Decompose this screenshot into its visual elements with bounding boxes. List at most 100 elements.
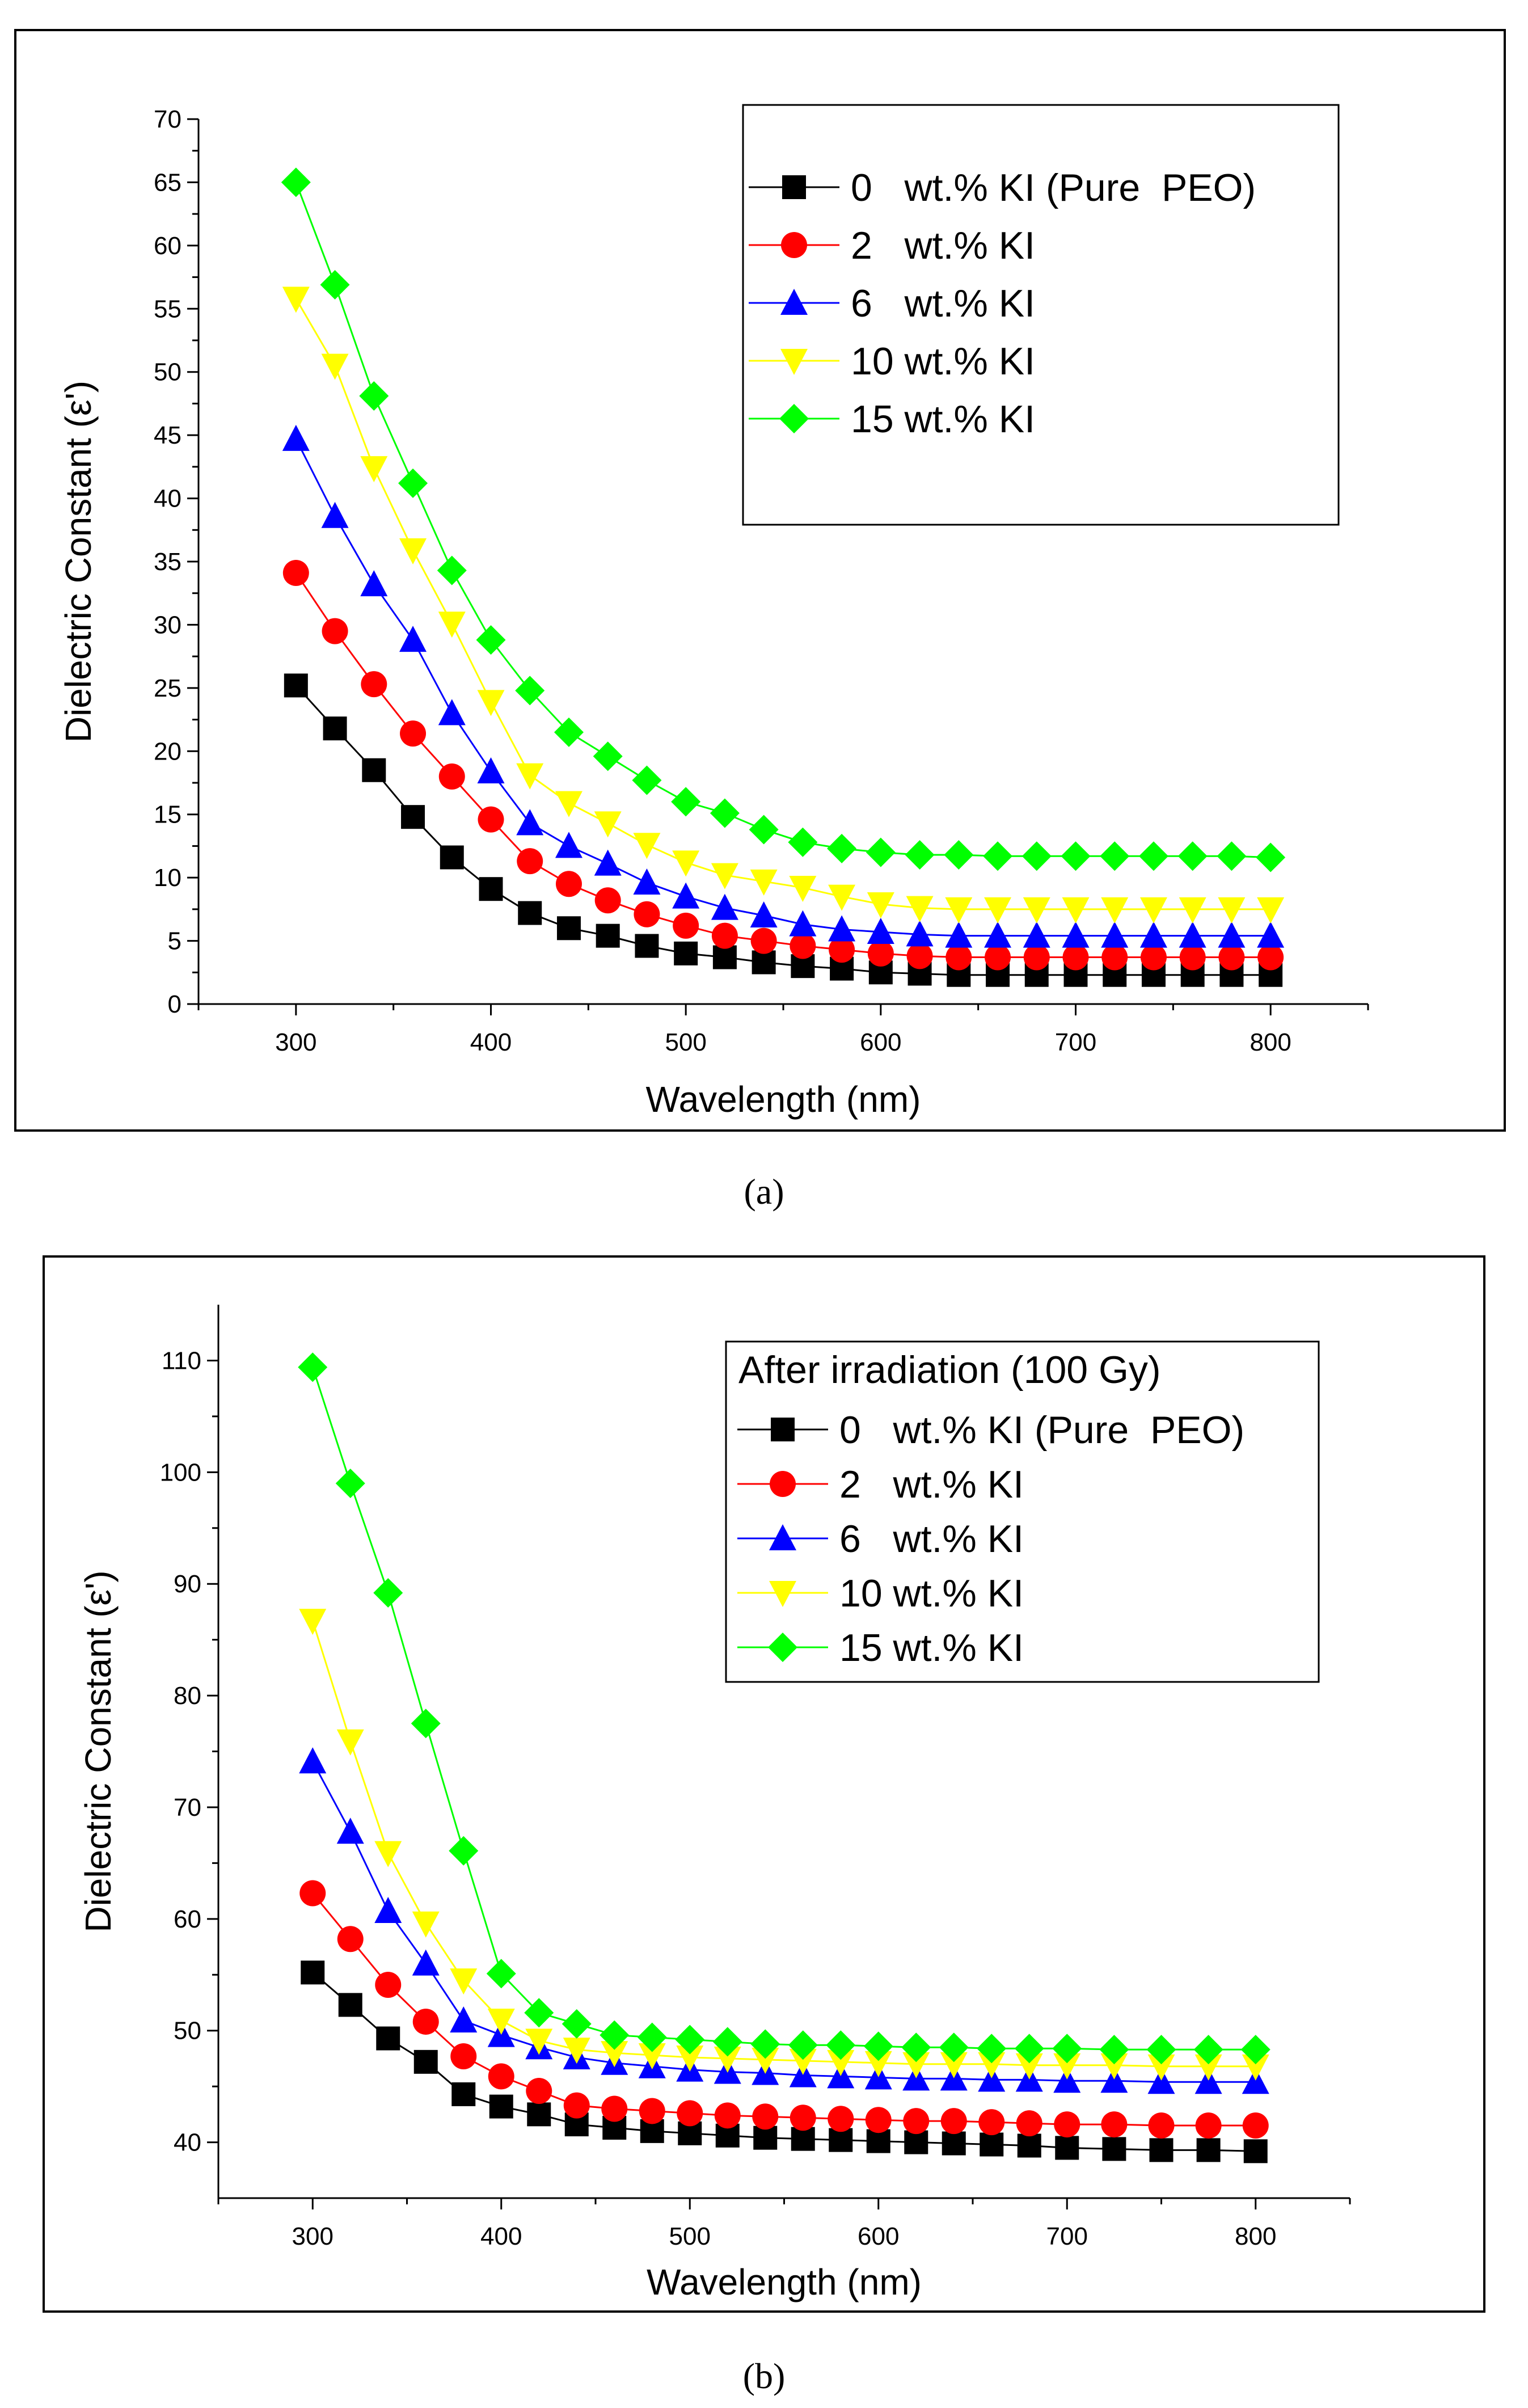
data-point-b-0: [1017, 2133, 1041, 2158]
data-point-b-1: [450, 2043, 477, 2069]
x-tick-label-a: 800: [1250, 1028, 1291, 1056]
y-tick-label-a: 65: [154, 168, 181, 196]
data-point-b-1: [1195, 2112, 1222, 2139]
legend-entry-b-4: 15 wt.% KI: [839, 1626, 1024, 1669]
data-point-b-4: [939, 2032, 969, 2063]
data-point-a-4: [1256, 842, 1286, 872]
data-point-a-1: [594, 887, 621, 914]
data-point-b-1: [337, 1926, 364, 1952]
data-point-b-3: [714, 2046, 741, 2073]
y-tick-label-b: 90: [174, 1570, 201, 1598]
data-point-a-3: [282, 286, 310, 313]
data-point-a-2: [1257, 921, 1285, 948]
data-point-b-1: [1016, 2110, 1042, 2137]
legend-entry-a-4: 15 wt.% KI: [851, 398, 1035, 441]
series-line-b-3: [311, 1620, 1256, 2068]
data-point-a-1: [1062, 944, 1089, 971]
data-point-a-0: [284, 673, 308, 698]
data-point-b-2: [450, 2006, 478, 2032]
data-point-a-2: [1023, 921, 1050, 948]
data-point-a-1: [400, 720, 427, 747]
chart-a-plot: 0 5 10 15 20 25 30 35 40 45 50 55 60 65 70 300 400 500 600…: [58, 104, 1369, 1120]
data-point-a-4: [554, 717, 584, 747]
data-point-b-0: [1102, 2137, 1126, 2161]
data-point-a-3: [1179, 897, 1206, 923]
y-tick-label-a: 60: [154, 232, 181, 260]
data-point-a-2: [438, 699, 466, 726]
data-point-b-4: [1014, 2034, 1044, 2064]
data-point-a-1: [1101, 944, 1128, 971]
data-point-b-2: [374, 1897, 402, 1924]
data-point-a-0: [479, 877, 503, 901]
data-point-a-2: [672, 882, 700, 909]
data-point-b-3: [336, 1729, 364, 1756]
data-point-a-4: [1061, 841, 1091, 871]
panel-a: 0 5 10 15 20 25 30 35 40 45 50 55 60 65 70 300 400 500 600…: [14, 29, 1506, 1212]
data-point-a-4: [281, 167, 311, 197]
data-point-b-1: [639, 2098, 665, 2124]
y-tick-label-a: 70: [154, 106, 181, 133]
data-point-b-1: [714, 2102, 741, 2129]
legend-entry-a-0: 0 wt.% KI (Pure PEO): [851, 166, 1256, 209]
data-point-b-0: [980, 2132, 1004, 2157]
data-point-a-2: [1062, 921, 1090, 948]
data-point-b-3: [940, 2052, 968, 2078]
data-point-a-3: [789, 875, 817, 902]
data-point-b-4: [1099, 2035, 1129, 2065]
data-point-a-1: [634, 901, 660, 927]
data-point-b-4: [1193, 2035, 1223, 2065]
data-point-b-0: [904, 2130, 928, 2154]
y-tick-label-b: 50: [174, 2017, 201, 2045]
data-point-b-1: [940, 2108, 967, 2135]
data-point-b-3: [638, 2043, 666, 2069]
data-point-a-3: [477, 690, 505, 716]
data-point-a-3: [438, 612, 466, 638]
y-tick-label-a: 20: [154, 737, 181, 765]
data-point-a-2: [984, 921, 1012, 948]
data-point-a-4: [437, 555, 467, 585]
data-point-a-0: [752, 950, 776, 975]
data-point-b-1: [865, 2107, 892, 2133]
data-point-b-4: [600, 2020, 630, 2050]
data-point-b-0: [376, 2026, 400, 2051]
data-point-a-1: [790, 933, 816, 959]
y-tick-label-b: 40: [174, 2129, 201, 2157]
data-point-b-2: [299, 1747, 327, 1774]
x-axis-label-a: Wavelength (nm): [646, 1079, 921, 1120]
data-point-b-4: [863, 2031, 893, 2061]
data-point-b-4: [901, 2032, 931, 2063]
data-point-a-4: [1177, 841, 1208, 871]
data-point-a-2: [1139, 921, 1167, 948]
data-point-a-2: [828, 915, 856, 942]
data-point-b-2: [1100, 2067, 1128, 2093]
data-point-b-4: [637, 2022, 667, 2052]
data-point-a-2: [789, 910, 817, 937]
data-point-a-3: [1218, 897, 1246, 923]
data-point-b-0: [829, 2128, 853, 2152]
data-point-a-3: [1062, 897, 1090, 923]
x-axis-label-b: Wavelength (nm): [647, 2262, 922, 2302]
data-point-b-1: [601, 2095, 628, 2122]
data-point-b-3: [1053, 2053, 1081, 2080]
data-point-a-4: [515, 676, 545, 706]
data-point-b-1: [412, 2008, 439, 2035]
x-tick-label-a: 500: [665, 1028, 706, 1056]
x-tick-label-b: 500: [669, 2223, 711, 2250]
data-point-a-1: [1218, 944, 1245, 971]
data-point-b-2: [412, 1949, 440, 1976]
data-point-b-3: [299, 1609, 327, 1635]
legend-marker-b-1: [770, 1471, 796, 1497]
data-point-b-1: [1101, 2111, 1128, 2138]
data-point-b-4: [486, 1959, 516, 1989]
data-point-b-4: [1052, 2034, 1082, 2064]
data-point-a-3: [672, 850, 700, 877]
legend-marker-a-3: [780, 349, 808, 375]
data-point-a-1: [478, 806, 504, 833]
data-point-a-0: [635, 934, 659, 958]
data-point-b-2: [336, 1817, 364, 1844]
data-point-a-4: [827, 833, 857, 863]
data-point-b-4: [826, 2030, 856, 2060]
x-tick-label-a: 300: [275, 1028, 316, 1056]
y-axis-label-a: Dielectric Constant (ε'): [58, 381, 99, 743]
data-point-a-1: [867, 940, 894, 967]
